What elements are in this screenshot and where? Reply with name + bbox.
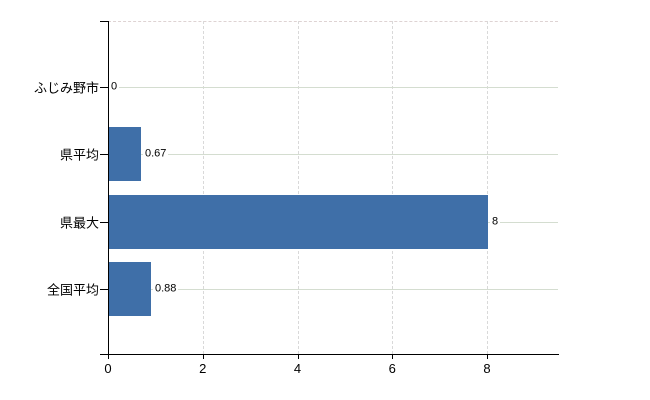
y-axis-end-tick: [100, 354, 108, 355]
value-label: 0.88: [153, 282, 179, 296]
value-label: 0: [109, 80, 120, 93]
category-label: 県最大: [59, 215, 99, 230]
x-tick-label: 4: [293, 361, 302, 376]
x-tick-label: 8: [483, 361, 491, 376]
v-gridline: [487, 21, 488, 354]
y-tick-mark: [100, 289, 108, 290]
x-tick-mark: [487, 354, 488, 359]
value-label: 0.67: [143, 147, 169, 161]
h-gridline: [109, 86, 558, 88]
y-axis-line: [108, 21, 109, 355]
y-tick-mark: [100, 86, 108, 88]
x-tick-mark: [202, 354, 204, 359]
h-gridline: [109, 154, 558, 155]
x-tick-label: 0: [104, 361, 112, 376]
y-tick-mark: [100, 154, 108, 155]
value-label: 8: [490, 215, 501, 228]
h-gridline: [109, 289, 558, 290]
category-label: 県平均: [59, 147, 99, 163]
x-tick-mark: [392, 354, 394, 359]
x-axis-line: [108, 354, 559, 355]
plot-top-border: [108, 21, 558, 22]
x-tick-mark: [297, 354, 299, 359]
y-axis-end-tick: [100, 21, 108, 22]
x-tick-label: 6: [388, 361, 396, 376]
v-gridline: [202, 21, 204, 354]
category-label: 全国平均: [46, 282, 99, 298]
bar: [109, 127, 141, 181]
y-tick-mark: [100, 221, 108, 223]
v-gridline: [392, 21, 394, 354]
x-tick-label: 2: [199, 361, 207, 376]
bar: [109, 194, 488, 249]
v-gridline: [297, 21, 299, 354]
category-label: ふじみ野市: [33, 80, 99, 95]
x-tick-mark: [108, 354, 109, 359]
bar: [109, 262, 151, 316]
